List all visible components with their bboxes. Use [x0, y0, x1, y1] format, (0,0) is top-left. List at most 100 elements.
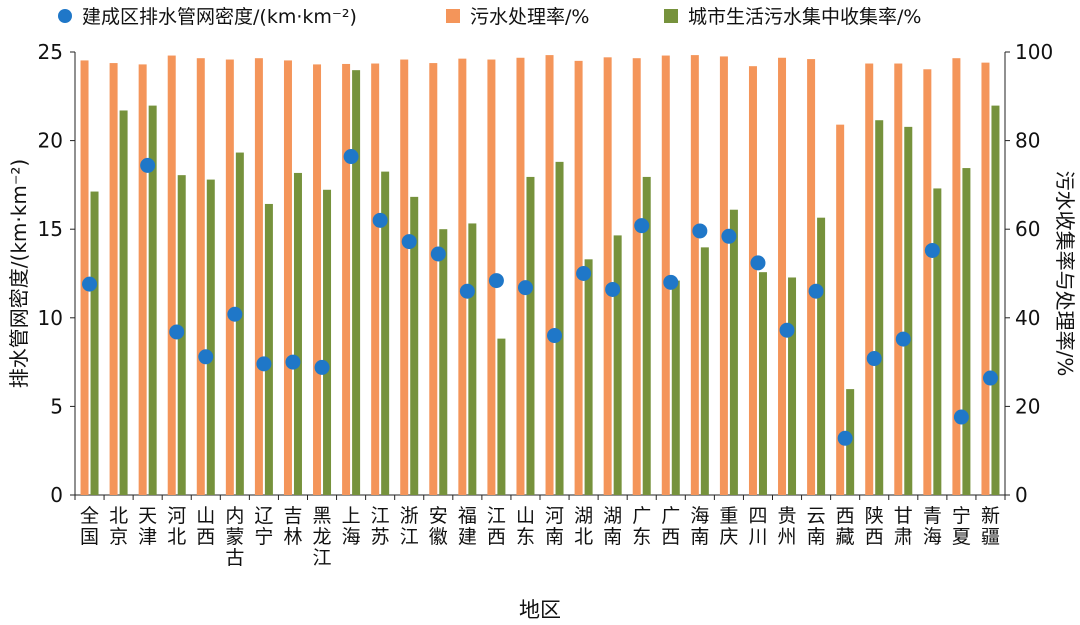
x-tick-label-9-char: 上: [342, 505, 361, 527]
bar-treatment-30: [952, 58, 961, 496]
x-tick-label-20-char: 广: [661, 505, 680, 527]
x-tick-label-6-char: 宁: [254, 526, 273, 548]
x-tick-label-17-char: 湖: [574, 505, 593, 527]
x-tick-label-6-char: 辽: [254, 505, 273, 527]
bar-collection-22: [729, 209, 738, 495]
point-density-16: [547, 328, 563, 344]
bar-collection-17: [584, 259, 593, 495]
x-tick-label-0-char: 国: [80, 526, 99, 548]
left-tick-label: 15: [38, 217, 63, 241]
point-density-24: [779, 322, 795, 338]
bar-treatment-24: [778, 57, 787, 495]
legend-item-treatment: 污水处理率/%: [446, 2, 589, 29]
bar-treatment-1: [109, 63, 118, 495]
x-tick-label-25-char: 云: [807, 505, 826, 527]
bar-collection-31: [991, 105, 1000, 495]
right-tick-label: 20: [1015, 394, 1040, 418]
point-density-2: [140, 157, 156, 173]
x-tick-label-11-char: 江: [400, 526, 419, 548]
x-tick-label-23-char: 川: [748, 526, 767, 548]
bar-treatment-11: [400, 59, 409, 495]
x-tick-label-5-char: 古: [225, 547, 244, 569]
bar-treatment-12: [429, 63, 438, 495]
x-tick-label-20-char: 西: [661, 526, 680, 548]
point-density-20: [663, 274, 679, 290]
x-tick-label-27-char: 西: [865, 526, 884, 548]
x-tick-label-28-char: 甘: [894, 505, 913, 527]
x-tick-label-30-char: 夏: [952, 526, 971, 548]
bar-collection-9: [352, 70, 361, 496]
x-tick-label-13-char: 建: [458, 526, 477, 548]
bar-treatment-15: [516, 57, 525, 495]
x-tick-label-19-char: 广: [632, 505, 651, 527]
bar-treatment-7: [283, 60, 292, 496]
x-tick-label-5-char: 内: [225, 505, 244, 527]
x-tick-label-8-char: 龙: [313, 526, 332, 548]
bar-treatment-6: [254, 58, 263, 496]
x-tick-label-18-char: 湖: [603, 505, 622, 527]
bar-collection-2: [148, 105, 157, 495]
x-tick-label-14-char: 江: [487, 505, 506, 527]
bar-treatment-5: [225, 59, 234, 495]
point-density-22: [721, 228, 737, 244]
bar-collection-6: [264, 203, 273, 495]
point-density-15: [517, 280, 533, 296]
bar-treatment-27: [865, 63, 874, 495]
bar-collection-23: [758, 272, 767, 495]
bar-treatment-8: [313, 64, 322, 496]
x-tick-label-26-char: 西: [836, 505, 855, 527]
left-tick-label: 20: [38, 129, 63, 153]
point-density-3: [169, 324, 185, 340]
x-tick-label-29-char: 海: [923, 526, 942, 548]
bar-collection-8: [323, 189, 332, 495]
x-tick-label-30-char: 宁: [952, 505, 971, 527]
point-density-29: [924, 242, 940, 258]
x-tick-label-21-char: 南: [690, 526, 709, 548]
bar-collection-16: [555, 161, 564, 495]
x-tick-label-0-char: 全: [80, 505, 99, 527]
bar-collection-1: [119, 110, 128, 495]
point-density-8: [314, 359, 330, 375]
x-tick-label-2-char: 天: [138, 505, 157, 527]
bar-treatment-22: [719, 56, 728, 496]
y-axis-right-title: 污水收集率与处理率/%: [1053, 171, 1077, 377]
x-tick-label-26-char: 藏: [836, 526, 855, 548]
legend-item-density: 建成区排水管网密度/(km·km⁻²): [58, 2, 357, 29]
y-axis-left-title: 排水管网密度/(km·km⁻²): [7, 159, 31, 388]
legend-label-collection: 城市生活污水集中收集率/%: [688, 6, 922, 28]
x-tick-label-18-char: 南: [603, 526, 622, 548]
x-tick-label-4-char: 山: [196, 505, 215, 527]
x-tick-label-14-char: 西: [487, 526, 506, 548]
point-density-12: [430, 246, 446, 262]
x-tick-label-22-char: 庆: [719, 526, 738, 548]
bar-collection-30: [962, 168, 971, 496]
legend-item-collection: 城市生活污水集中收集率/%: [664, 2, 921, 29]
x-tick-label-15-char: 山: [516, 505, 535, 527]
bar-collection-13: [468, 223, 477, 496]
bar-treatment-25: [807, 59, 816, 495]
x-tick-label-31-char: 新: [981, 505, 1000, 527]
x-tick-label-21-char: 海: [690, 505, 709, 527]
point-density-19: [634, 218, 650, 234]
point-density-27: [866, 351, 882, 367]
left-tick-label: 5: [50, 394, 63, 418]
x-tick-label-8-char: 黑: [313, 505, 332, 527]
point-density-6: [256, 356, 272, 372]
bar-collection-11: [410, 196, 419, 495]
x-tick-label-13-char: 福: [458, 505, 477, 527]
x-tick-label-24-char: 贵: [778, 505, 797, 527]
x-tick-label-31-char: 疆: [981, 526, 1000, 548]
bar-collection-21: [700, 247, 709, 495]
bar-collection-27: [875, 120, 884, 496]
right-tick-label: 80: [1015, 129, 1040, 153]
bar-collection-5: [235, 152, 244, 495]
point-density-18: [605, 281, 621, 297]
x-tick-label-10-char: 江: [371, 505, 390, 527]
bar-treatment-19: [632, 58, 641, 496]
point-density-14: [488, 273, 504, 289]
x-tick-label-11-char: 浙: [400, 505, 419, 527]
bar-collection-24: [788, 277, 797, 495]
x-tick-label-2-char: 津: [138, 526, 157, 548]
point-density-28: [895, 331, 911, 347]
